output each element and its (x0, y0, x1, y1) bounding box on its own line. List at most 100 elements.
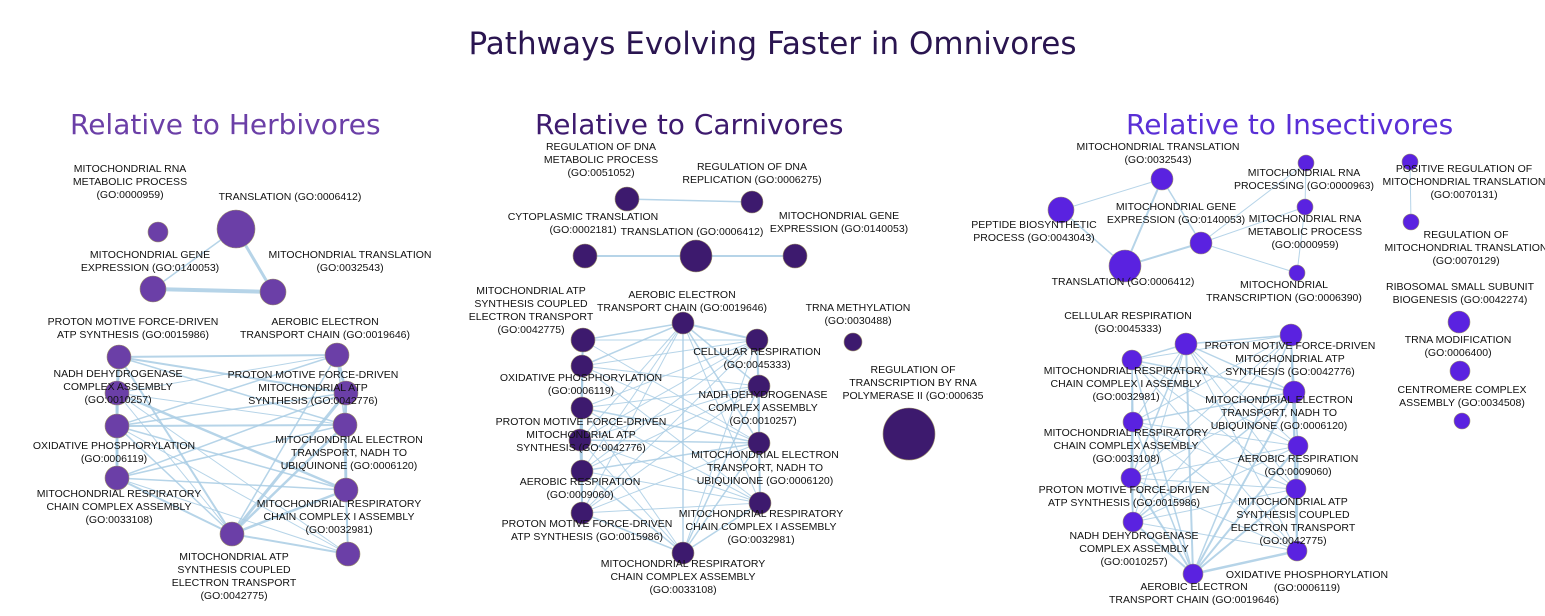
network-node[interactable] (1447, 310, 1471, 334)
node-label: MITOCHONDRIAL RESPIRATORY CHAIN COMPLEX I… (257, 498, 422, 536)
network-node[interactable] (104, 465, 130, 491)
node-label-line: CHAIN COMPLEX I ASSEMBLY (1051, 378, 1202, 390)
network-node[interactable] (1108, 249, 1142, 283)
network-node[interactable] (843, 332, 863, 352)
main-title: Pathways Evolving Faster in Omnivores (468, 26, 1077, 62)
network-node[interactable] (1120, 467, 1142, 489)
network-edge (1185, 343, 1299, 447)
network-edge (118, 356, 346, 426)
network-node[interactable] (747, 431, 771, 455)
network-node[interactable] (1282, 380, 1306, 404)
node-label-line: TRANSCRIPTION BY RNA (849, 377, 977, 389)
network-node[interactable] (1402, 213, 1420, 231)
network-node[interactable] (1401, 153, 1419, 171)
node-label-line: CHAIN COMPLEX ASSEMBLY (46, 501, 191, 513)
network-node[interactable] (104, 380, 130, 406)
node-label-line: (GO:0033108) (85, 514, 152, 526)
network-node[interactable] (147, 221, 169, 243)
network-edge (1132, 488, 1297, 523)
network-node[interactable] (1449, 360, 1471, 382)
node-label-line: MITOCHONDRIAL ATP (179, 551, 289, 563)
network-node[interactable] (748, 491, 772, 515)
node-label: MITOCHONDRIAL GENE EXPRESSION (GO:0140053… (81, 249, 219, 274)
network-node[interactable] (882, 407, 936, 461)
network-node[interactable] (333, 380, 359, 406)
node-label-line: PEPTIDE BIOSYNTHETIC (971, 219, 1097, 231)
network-node[interactable] (1288, 264, 1306, 282)
network-node[interactable] (1122, 511, 1144, 533)
node-label-line: SYNTHESIS (GO:0042776) (1225, 366, 1355, 378)
network-node[interactable] (106, 344, 132, 370)
network-node[interactable] (333, 477, 359, 503)
network-node[interactable] (219, 521, 245, 547)
network-node[interactable] (259, 278, 287, 306)
network-edge (581, 365, 760, 387)
network-edge (581, 407, 761, 504)
node-label: PROTON MOTIVE FORCE-DRIVEN MITOCHONDRIAL … (496, 416, 667, 454)
node-label-line: MITOCHONDRIAL RESPIRATORY (37, 488, 202, 500)
node-label: REGULATION OF TRANSCRIPTION BY RNA POLYMER… (842, 364, 983, 402)
network-node[interactable] (671, 311, 695, 335)
network-node[interactable] (747, 374, 771, 398)
node-label: RIBOSOMAL SMALL SUBUNIT BIOGENESIS (GO:00… (1386, 281, 1535, 306)
network-node[interactable] (1296, 198, 1314, 216)
network-node[interactable] (324, 342, 350, 368)
network-node[interactable] (335, 541, 361, 567)
node-label-line: (GO:0006119) (548, 385, 614, 397)
network-node[interactable] (570, 354, 594, 378)
node-label: MITOCHONDRIAL GENE EXPRESSION (GO:0140053… (770, 210, 908, 235)
node-label-line: MITOCHONDRIAL (1240, 279, 1328, 291)
network-node[interactable] (1287, 435, 1309, 457)
network-edge (682, 502, 761, 554)
network-node[interactable] (1122, 411, 1144, 433)
node-label-line: EXPRESSION (GO:0140053) (81, 262, 219, 274)
node-label: POSITIVE REGULATION OF MITOCHONDRIAL TRAN… (1383, 163, 1545, 201)
network-edge (118, 356, 347, 394)
network-edge (1130, 391, 1295, 479)
labels: MITOCHONDRIAL RNA METABOLIC PROCESS (GO:00… (33, 141, 1545, 606)
node-label-line: BIOGENESIS (GO:0042274) (1393, 294, 1528, 306)
network-node[interactable] (1121, 349, 1143, 371)
network-node[interactable] (332, 412, 358, 438)
network-node[interactable] (671, 541, 695, 565)
network-edge (1132, 421, 1299, 447)
node-label: MITOCHONDRIAL TRANSCRIPTION (GO:0006390) (1206, 279, 1362, 304)
network-node[interactable] (1297, 154, 1315, 172)
network-node[interactable] (1286, 540, 1308, 562)
network-node[interactable] (679, 239, 713, 273)
network-node[interactable] (1150, 167, 1174, 191)
network-node[interactable] (570, 459, 594, 483)
network-node[interactable] (1174, 332, 1198, 356)
network-edge (1161, 178, 1202, 244)
network-node[interactable] (104, 413, 130, 439)
network-node[interactable] (216, 209, 256, 249)
network-node[interactable] (1182, 563, 1204, 585)
network-node[interactable] (1047, 196, 1075, 224)
network-edge (1132, 334, 1292, 423)
network-edge (579, 439, 684, 554)
network-node[interactable] (745, 328, 769, 352)
network-node[interactable] (139, 275, 167, 303)
network-node[interactable] (782, 243, 808, 269)
network-node[interactable] (570, 396, 594, 420)
network-node[interactable] (570, 501, 594, 525)
network-node[interactable] (740, 190, 764, 214)
node-label-line: POSITIVE REGULATION OF (1396, 163, 1532, 175)
network-edge (116, 425, 233, 535)
network-node[interactable] (1279, 323, 1303, 347)
network-node[interactable] (568, 428, 592, 452)
node-label-line: POLYMERASE II (GO:000635 (842, 390, 983, 402)
network-node[interactable] (1189, 231, 1213, 255)
node-label-line: PROTON MOTIVE FORCE-DRIVEN (1205, 340, 1376, 352)
network-node[interactable] (572, 243, 598, 269)
node-label-line: MITOCHONDRIAL RNA (1249, 213, 1362, 225)
network-node[interactable] (1453, 412, 1471, 430)
network-edge (231, 354, 338, 535)
network-edge (582, 339, 760, 444)
node-label-line: AEROBIC ELECTRON (628, 289, 735, 301)
network-edge (116, 477, 349, 555)
node-label-line: MITOCHONDRIAL TRANSLATION (1385, 242, 1545, 254)
network-node[interactable] (614, 186, 640, 212)
network-node[interactable] (570, 327, 596, 353)
network-node[interactable] (1285, 478, 1307, 500)
